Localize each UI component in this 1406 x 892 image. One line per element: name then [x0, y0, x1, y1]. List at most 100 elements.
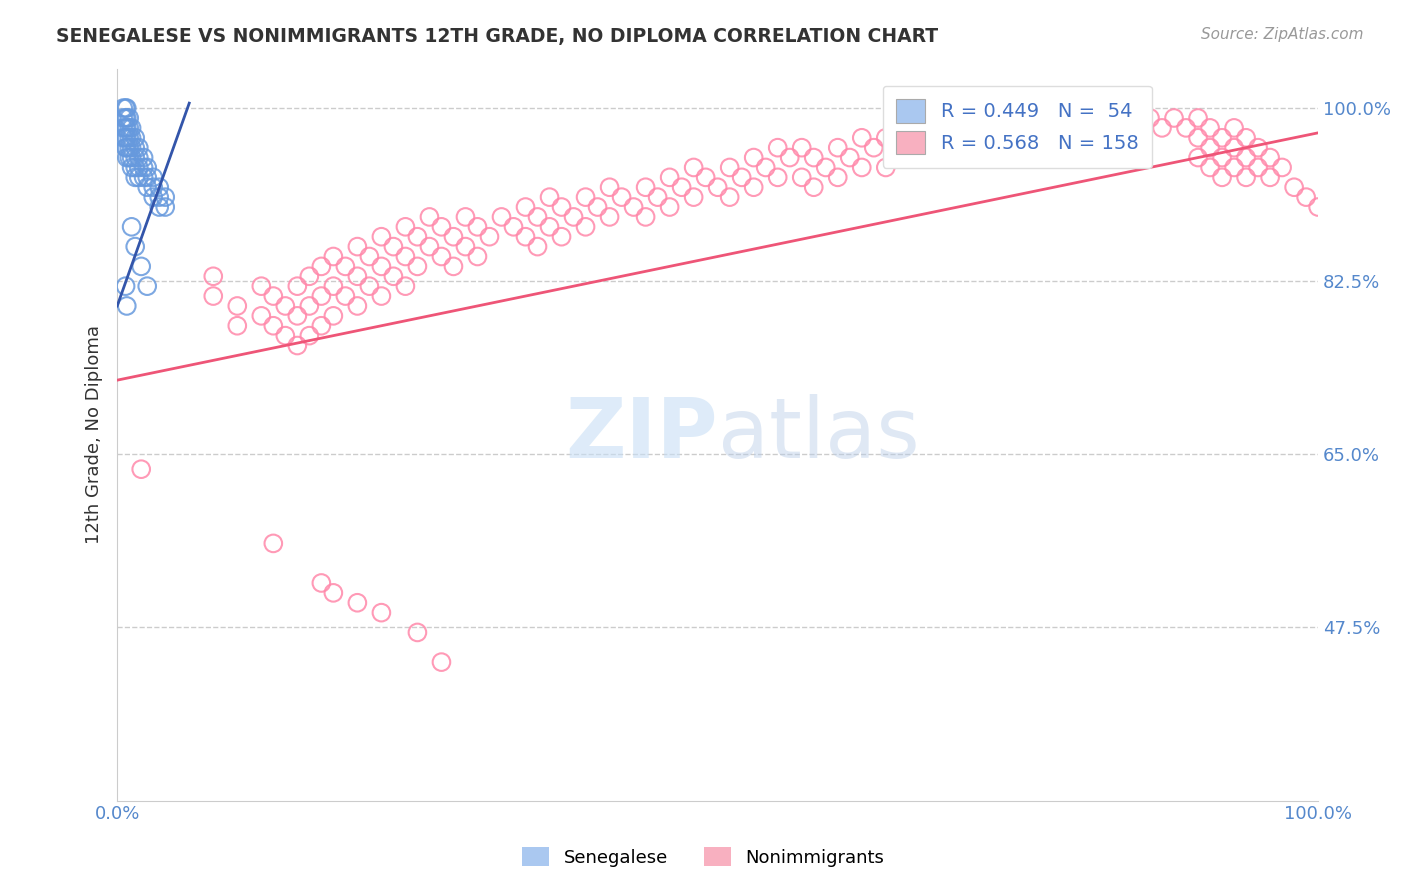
Point [346, 269, 368, 284]
Point [779, 151, 801, 165]
Point [118, 120, 141, 135]
Point [202, 289, 225, 303]
Point [1067, 130, 1090, 145]
Point [574, 190, 596, 204]
Point [118, 141, 141, 155]
Point [112, 130, 135, 145]
Point [526, 239, 548, 253]
Point [1308, 200, 1330, 214]
Point [970, 130, 993, 145]
Point [922, 130, 945, 145]
Point [406, 625, 429, 640]
Point [1043, 111, 1066, 125]
Point [658, 170, 681, 185]
Point [827, 141, 849, 155]
Point [887, 141, 910, 155]
Point [142, 180, 165, 194]
Point [467, 219, 489, 234]
Point [875, 161, 897, 175]
Point [946, 130, 969, 145]
Point [155, 200, 177, 214]
Point [115, 120, 138, 135]
Point [1211, 170, 1233, 185]
Point [827, 170, 849, 185]
Y-axis label: 12th Grade, No Diploma: 12th Grade, No Diploma [86, 325, 103, 544]
Point [1007, 120, 1029, 135]
Point [814, 161, 837, 175]
Point [202, 269, 225, 284]
Point [285, 309, 308, 323]
Point [443, 229, 465, 244]
Text: ZIP: ZIP [565, 394, 717, 475]
Point [1043, 130, 1066, 145]
Point [454, 210, 477, 224]
Text: Source: ZipAtlas.com: Source: ZipAtlas.com [1201, 27, 1364, 42]
Point [718, 161, 741, 175]
Point [335, 289, 357, 303]
Point [124, 151, 146, 165]
Point [1211, 151, 1233, 165]
Point [1234, 170, 1257, 185]
Point [274, 328, 297, 343]
Point [1007, 141, 1029, 155]
Point [121, 130, 143, 145]
Point [610, 190, 633, 204]
Point [1175, 120, 1198, 135]
Point [550, 200, 572, 214]
Point [935, 141, 957, 155]
Point [550, 229, 572, 244]
Point [647, 190, 669, 204]
Point [136, 279, 159, 293]
Point [1258, 170, 1281, 185]
Point [124, 170, 146, 185]
Point [454, 239, 477, 253]
Point [250, 309, 273, 323]
Point [121, 161, 143, 175]
Point [1139, 111, 1161, 125]
Point [250, 279, 273, 293]
Point [406, 229, 429, 244]
Point [322, 309, 344, 323]
Point [124, 130, 146, 145]
Point [718, 190, 741, 204]
Point [478, 229, 501, 244]
Point [132, 161, 155, 175]
Point [112, 111, 135, 125]
Point [1234, 130, 1257, 145]
Point [359, 250, 381, 264]
Point [114, 120, 136, 135]
Point [1031, 120, 1053, 135]
Point [115, 151, 138, 165]
Point [114, 141, 136, 155]
Point [1199, 161, 1222, 175]
Point [285, 279, 308, 293]
Point [311, 318, 333, 333]
Point [262, 318, 284, 333]
Point [1199, 141, 1222, 155]
Point [562, 210, 585, 224]
Point [1187, 130, 1209, 145]
Point [1126, 120, 1149, 135]
Text: atlas: atlas [717, 394, 920, 475]
Point [394, 250, 416, 264]
Point [121, 151, 143, 165]
Point [623, 200, 645, 214]
Legend: R = 0.449   N =  54, R = 0.568   N = 158: R = 0.449 N = 54, R = 0.568 N = 158 [883, 86, 1153, 168]
Point [1258, 151, 1281, 165]
Point [124, 141, 146, 155]
Point [1091, 111, 1114, 125]
Point [322, 279, 344, 293]
Point [803, 180, 825, 194]
Point [1223, 141, 1246, 155]
Point [430, 655, 453, 669]
Point [114, 279, 136, 293]
Point [226, 318, 249, 333]
Point [136, 180, 159, 194]
Point [430, 250, 453, 264]
Point [370, 260, 392, 274]
Point [634, 210, 657, 224]
Point [335, 260, 357, 274]
Point [838, 151, 860, 165]
Point [226, 299, 249, 313]
Point [898, 151, 921, 165]
